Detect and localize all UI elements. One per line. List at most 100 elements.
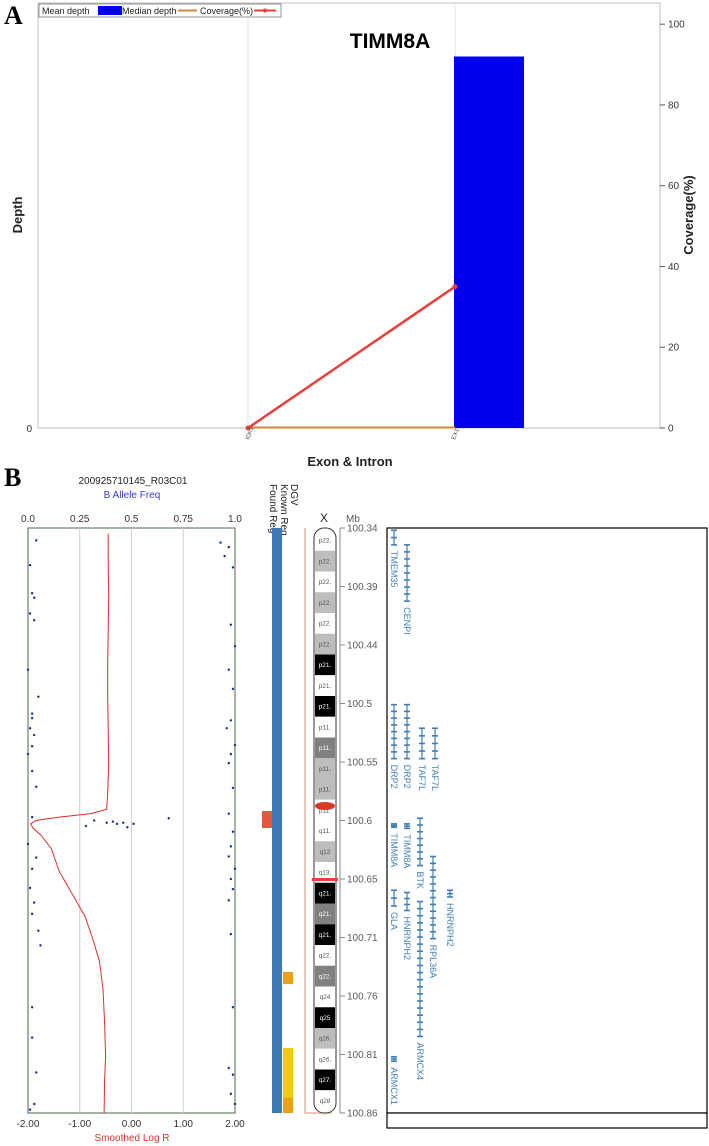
chromosome-band-label: p22. <box>319 579 332 586</box>
baf-point <box>227 545 230 549</box>
mb-axis-ticks: 100.34 100.39 100.44 100.5 100.55 100.6 100.65… <box>340 524 378 1120</box>
dgv-track <box>272 528 282 1113</box>
baf-point <box>30 769 34 773</box>
baf-point <box>28 563 32 567</box>
smoothed-log-r-line <box>29 533 110 1114</box>
baf-point <box>233 743 237 747</box>
baf-point <box>227 812 230 815</box>
panel-a-ylabel-left: Depth <box>10 197 25 234</box>
baf-point <box>233 1102 237 1106</box>
chromosome-band-label: p22. <box>319 621 332 628</box>
baf-point <box>30 592 34 595</box>
gene-label: DRP2 <box>402 765 412 789</box>
baf-point <box>30 712 34 715</box>
baf-point <box>231 786 235 790</box>
panel-a-title: TIMM8A <box>350 30 431 53</box>
logr-axis-tick-label: -1.00 <box>68 1119 91 1130</box>
chromosome-band-label: p22. <box>319 538 332 545</box>
baf-point <box>229 719 233 722</box>
mb-tick-label: 100.81 <box>347 1050 378 1061</box>
chromosome-band-label: q24 <box>320 994 331 1001</box>
baf-point <box>30 1036 34 1039</box>
right-axis-tick-label: 80 <box>668 100 680 111</box>
known-region-block <box>283 1098 293 1113</box>
mb-tick-label: 100.34 <box>347 524 378 535</box>
legend-label-mean-depth: Mean depth <box>42 6 90 16</box>
baf-point <box>115 822 119 826</box>
chromosome-outline <box>313 527 337 1114</box>
baf-point <box>227 899 230 902</box>
median-depth-bar <box>454 56 524 428</box>
panel-b-logr-label: Smoothed Log R <box>94 1133 169 1144</box>
gene-label: HNRNPH2 <box>402 917 412 961</box>
chromosome-band <box>315 1069 335 1091</box>
coverage-point <box>245 425 251 431</box>
chromosome-band <box>315 945 335 966</box>
logr-axis-tick-label: 2.00 <box>225 1119 245 1130</box>
right-axis-tick-label: 100 <box>668 20 685 31</box>
baf-point <box>231 687 235 691</box>
chromosome-band <box>315 903 335 925</box>
baf-point <box>233 867 237 871</box>
baf-point <box>229 623 233 626</box>
chromosome-band <box>315 613 335 634</box>
found-region-deletion <box>262 811 272 828</box>
legend-swatch-coverage-marker <box>263 8 267 13</box>
baf-point <box>28 886 32 890</box>
chromosome-band-label: q26. <box>319 1036 332 1043</box>
baf-point <box>231 1073 235 1076</box>
gene-label: RPL36A <box>428 945 438 979</box>
chromosome-label: X <box>320 511 328 525</box>
baf-point <box>35 539 38 542</box>
mb-tick-label: 100.76 <box>347 992 378 1003</box>
baf-point <box>227 761 230 765</box>
chromosome-band <box>315 654 335 676</box>
chromosome-band <box>315 1007 335 1028</box>
chromosome-band <box>315 986 335 1008</box>
chromosome-band <box>315 633 335 655</box>
baf-point <box>30 912 34 916</box>
baf-axis-tick-label: 0.0 <box>21 514 35 525</box>
baf-axis-tick-label: 0.5 <box>125 514 139 525</box>
track-label-dgv: DGV <box>288 484 299 506</box>
mb-tick-label: 100.71 <box>347 933 378 944</box>
baf-point <box>229 845 233 848</box>
baf-axis-tick-label: 1.0 <box>228 514 242 525</box>
track-label-found-reg: Found Reg <box>267 484 278 533</box>
chromosome-band <box>315 1028 335 1049</box>
mb-tick-label: 100.5 <box>347 699 372 710</box>
chromosome-band-label: q25 <box>320 1015 331 1022</box>
coverage-point <box>452 284 458 290</box>
track-label-known-reg: Known Reg <box>278 484 289 536</box>
baf-point <box>229 877 233 881</box>
baf-point <box>35 1071 38 1074</box>
baf-point <box>28 1108 32 1111</box>
baf-point <box>227 668 230 671</box>
baf-point <box>26 842 30 846</box>
chromosome-band-label: p22. <box>319 558 332 565</box>
known-region-block <box>283 972 293 984</box>
chromosome-band <box>315 737 335 759</box>
baf-point <box>126 826 129 829</box>
chromosome-band <box>315 758 335 779</box>
chromosome-band-label: p22. <box>319 641 332 648</box>
baf-point <box>111 820 115 823</box>
baf-point <box>30 745 34 748</box>
panel-a-legend: Mean depth Median depth Coverage(%) <box>38 3 282 18</box>
chromosome-band <box>315 965 335 987</box>
baf-point <box>132 822 135 826</box>
chromosome-band-label: q26. <box>319 1056 332 1063</box>
gene-label: TAF7L <box>430 765 440 791</box>
chromosome-band-label: p11. <box>319 787 331 794</box>
baf-point <box>35 856 38 859</box>
panel-a-xtick-ex1: EX1 <box>451 427 461 440</box>
chromosome-ideogram: p22. p22. p22. p22. p22. p22. p21. p21. p21. p11.… <box>315 530 335 1111</box>
chromosome-band-label: q21. <box>319 932 332 939</box>
legend-label-median-depth: Median depth <box>122 6 177 16</box>
baf-point <box>223 554 226 558</box>
baf-point <box>37 929 40 932</box>
panel-a-right-axis: 0 20 40 60 80 100 <box>660 20 685 435</box>
chromosome-band <box>315 675 335 696</box>
baf-point <box>225 727 228 730</box>
baf-point <box>26 668 30 671</box>
